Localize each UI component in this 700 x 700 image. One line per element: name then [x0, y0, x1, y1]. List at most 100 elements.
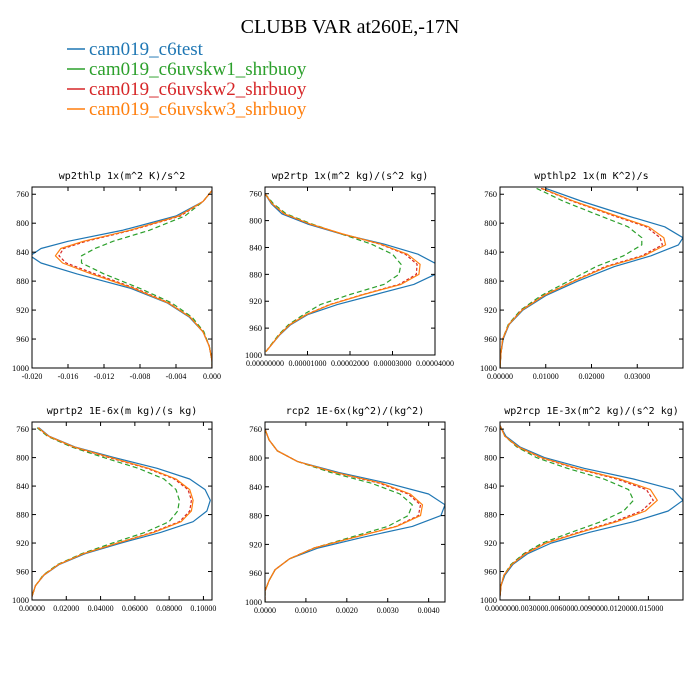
y-tick-label: 880 — [249, 511, 262, 521]
x-tick-label: 0.006000 — [544, 604, 574, 613]
y-tick-label: 960 — [484, 334, 497, 344]
series-line — [32, 427, 180, 597]
legend: cam019_c6testcam019_c6uvskw1_shrbuoycam0… — [67, 39, 307, 120]
y-tick-label: 840 — [249, 242, 262, 252]
x-tick-label: -0.020 — [22, 372, 43, 381]
y-tick-label: 840 — [484, 247, 497, 257]
y-tick-label: 760 — [249, 424, 262, 434]
series-line — [265, 193, 402, 352]
y-tick-label: 800 — [249, 216, 262, 226]
y-tick-label: 760 — [484, 424, 497, 434]
x-tick-label: 0.00002000 — [331, 359, 369, 368]
series-line — [58, 190, 212, 368]
series-line — [265, 428, 413, 602]
y-tick-label: 840 — [249, 482, 262, 492]
y-tick-label: 800 — [249, 453, 262, 463]
panel-title: rcp2 1E-6x(kg^2)/(kg^2) — [286, 406, 424, 417]
x-tick-label: 0.015000 — [633, 604, 663, 613]
series-line — [500, 425, 635, 597]
y-tick-label: 1000 — [480, 363, 497, 373]
series-line — [54, 190, 212, 368]
legend-label: cam019_c6uvskw1_shrbuoy — [89, 59, 307, 80]
y-tick-label: 960 — [249, 568, 262, 578]
x-tick-label: 0.000000 — [485, 604, 515, 613]
y-tick-label: 1000 — [12, 595, 29, 605]
y-tick-label: 960 — [249, 323, 262, 333]
y-tick-label: 920 — [484, 305, 497, 315]
legend-label: cam019_c6test — [89, 39, 204, 60]
plot-frame — [31, 421, 213, 601]
y-tick-label: 920 — [484, 538, 497, 548]
panel-title: wp2rcp 1E-3x(m^2 kg)/(s^2 kg) — [504, 406, 679, 417]
y-tick-label: 880 — [16, 276, 29, 286]
y-tick-label: 760 — [249, 189, 262, 199]
x-tick-label: 0.0010 — [295, 606, 317, 615]
x-tick-label: 0.003000 — [515, 604, 545, 613]
series-line — [500, 425, 658, 597]
plot-frame — [499, 421, 684, 601]
x-tick-label: 0.02000 — [579, 372, 605, 381]
panel-title: wp2rtp 1x(m^2 kg)/(s^2 kg) — [272, 171, 429, 182]
y-tick-label: 960 — [16, 567, 29, 577]
y-tick-label: 920 — [249, 296, 262, 306]
x-tick-label: 0.01000 — [533, 372, 559, 381]
panel-title: wprtp2 1E-6x(m kg)/(s kg) — [47, 406, 198, 417]
x-tick-label: 0.00000000 — [246, 359, 284, 368]
series-line — [32, 427, 192, 597]
y-tick-label: 920 — [249, 539, 262, 549]
y-tick-label: 920 — [16, 305, 29, 315]
x-tick-label: 0.00003000 — [374, 359, 412, 368]
x-tick-label: 0.00000 — [19, 604, 45, 613]
plot-frame — [264, 186, 436, 356]
x-tick-label: 0.0040 — [418, 606, 440, 615]
legend-label: cam019_c6uvskw3_shrbuoy — [89, 99, 307, 120]
panels: wp2thlp 1x(m^2 K)/s^2 760 800 840 880 920 960 1… — [12, 171, 684, 615]
y-tick-label: 800 — [484, 453, 497, 463]
chart-panel: rcp2 1E-6x(kg^2)/(kg^2) 760 800 840 880 920 96… — [245, 406, 446, 615]
x-tick-label: -0.012 — [94, 372, 115, 381]
x-tick-label: 0.012000 — [604, 604, 634, 613]
x-tick-label: 0.0000 — [254, 606, 276, 615]
x-tick-label: 0.03000 — [624, 372, 650, 381]
series-line — [500, 425, 654, 597]
x-tick-label: 0.08000 — [156, 604, 182, 613]
y-tick-label: 800 — [16, 218, 29, 228]
x-tick-label: 0.00004000 — [416, 359, 454, 368]
chart-panel: wprtp2 1E-6x(m kg)/(s kg) 760 800 840 880 920… — [12, 406, 216, 613]
y-tick-label: 840 — [16, 247, 29, 257]
plot-frame — [31, 186, 213, 369]
series-line — [32, 190, 212, 368]
y-tick-label: 880 — [484, 276, 497, 286]
x-tick-label: 0.02000 — [53, 604, 79, 613]
y-tick-label: 1000 — [480, 595, 497, 605]
x-tick-label: 0.009000 — [574, 604, 604, 613]
panel-title: wp2thlp 1x(m^2 K)/s^2 — [59, 171, 185, 182]
x-tick-label: 0.00000 — [487, 372, 513, 381]
y-tick-label: 840 — [16, 481, 29, 491]
x-tick-label: 0.04000 — [88, 604, 114, 613]
x-tick-label: 0.10000 — [190, 604, 216, 613]
x-tick-label: -0.004 — [166, 372, 187, 381]
y-tick-label: 960 — [16, 334, 29, 344]
series-line — [80, 190, 212, 368]
x-tick-label: 0.000 — [203, 372, 221, 381]
y-tick-label: 880 — [249, 269, 262, 279]
series-line — [500, 187, 643, 368]
series-line — [500, 187, 667, 368]
series-line — [265, 428, 424, 602]
y-tick-label: 1000 — [245, 350, 262, 360]
figure-title: CLUBB VAR at260E,-17N — [241, 16, 460, 38]
series-line — [265, 193, 435, 352]
y-tick-label: 1000 — [245, 597, 262, 607]
chart-panel: wpthlp2 1x(m K^2)/s 760 800 840 880 920 960 100… — [480, 171, 684, 381]
panel-title: wpthlp2 1x(m K^2)/s — [534, 171, 648, 182]
y-tick-label: 800 — [484, 218, 497, 228]
y-tick-label: 760 — [484, 189, 497, 199]
series-line — [265, 428, 422, 602]
chart-panel: wp2thlp 1x(m^2 K)/s^2 760 800 840 880 920 960 1… — [12, 171, 221, 381]
x-tick-label: 0.00001000 — [289, 359, 327, 368]
x-tick-label: -0.008 — [130, 372, 151, 381]
y-tick-label: 880 — [16, 510, 29, 520]
legend-label: cam019_c6uvskw2_shrbuoy — [89, 79, 307, 100]
